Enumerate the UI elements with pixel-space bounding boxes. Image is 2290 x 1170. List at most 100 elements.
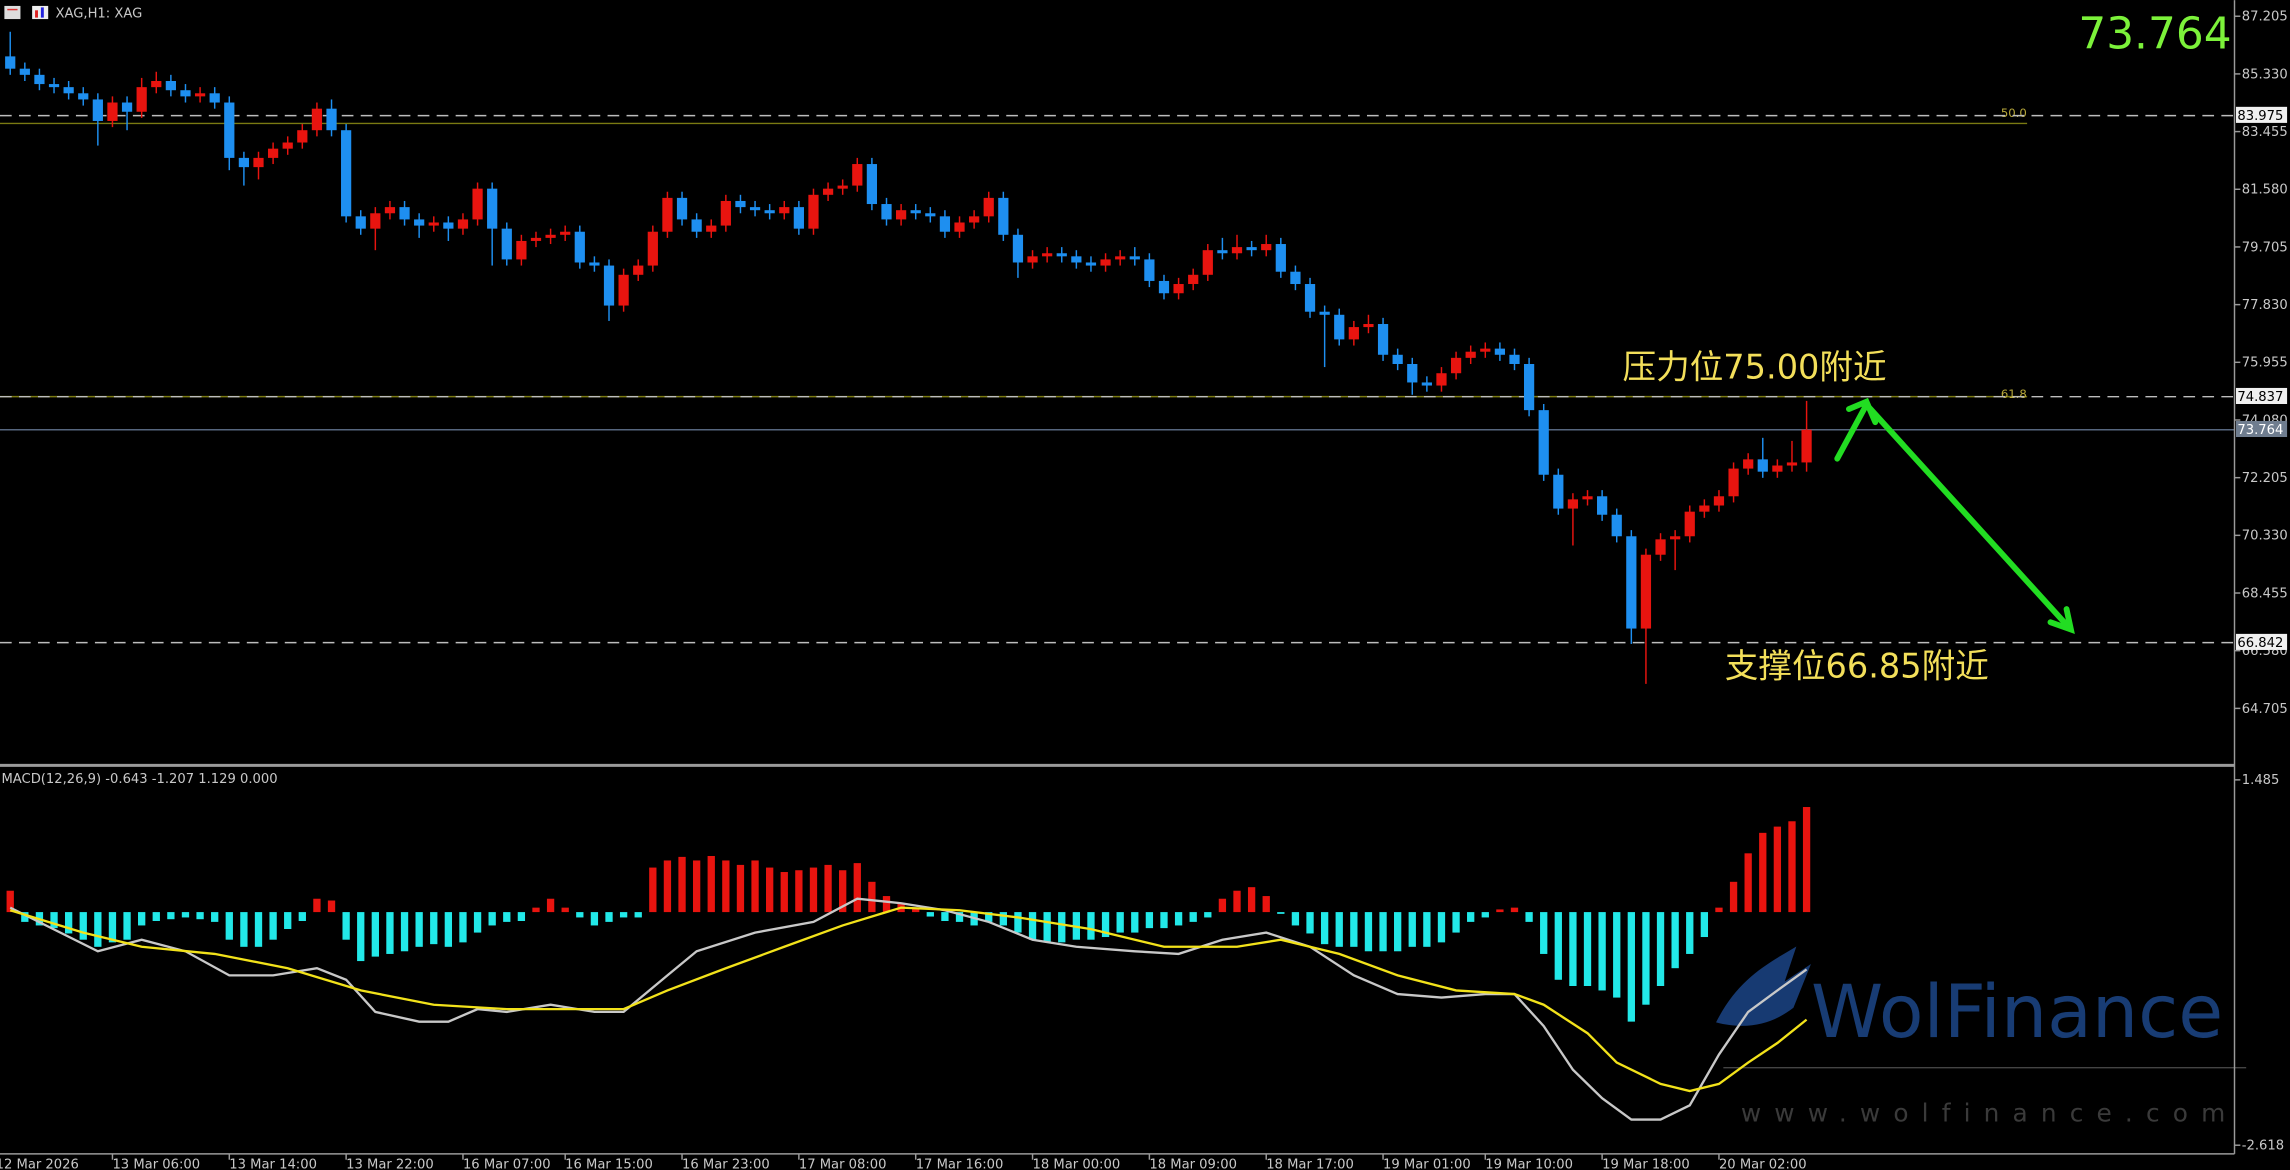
- histogram-bar: [809, 867, 818, 913]
- histogram-bar: [1379, 912, 1387, 952]
- histogram-bar: [211, 912, 219, 922]
- histogram-bar: [1627, 912, 1635, 1022]
- candle-body: [253, 157, 264, 168]
- x-tick-label: 16 Mar 15:00: [565, 1157, 653, 1170]
- x-tick-label: 19 Mar 01:00: [1383, 1157, 1471, 1170]
- candle-body: [910, 210, 921, 214]
- candle-body: [1158, 280, 1170, 294]
- histogram-bar: [751, 860, 759, 913]
- histogram-bar: [1058, 912, 1066, 943]
- candle-body: [1304, 284, 1316, 312]
- histogram-bar: [181, 912, 190, 918]
- histogram-bar: [167, 912, 175, 920]
- candle-body: [121, 102, 133, 112]
- histogram-bar: [1525, 912, 1533, 922]
- watermark-logo: [1716, 946, 1811, 1026]
- candle-body: [1407, 364, 1418, 383]
- histogram-bar: [1554, 912, 1562, 980]
- candle-body: [414, 219, 425, 226]
- candle-body: [1290, 271, 1301, 285]
- candle-body: [311, 108, 323, 131]
- candle-body: [1188, 274, 1199, 285]
- candle-body: [428, 222, 439, 226]
- y-tick-label: 87.205: [2242, 10, 2288, 25]
- candle-body: [472, 188, 483, 220]
- candle-body: [1377, 324, 1389, 355]
- plot-layer: [5, 31, 1812, 1121]
- histogram-bar: [1510, 907, 1519, 913]
- candle-body: [63, 87, 74, 94]
- histogram-bar: [1277, 912, 1285, 914]
- histogram-bar: [634, 912, 642, 918]
- histogram-bar: [795, 870, 803, 913]
- candle-body: [1713, 496, 1725, 506]
- candle-body: [341, 130, 352, 217]
- histogram-bar: [240, 912, 248, 947]
- candle-body: [1597, 496, 1608, 515]
- histogram-bar: [430, 912, 438, 945]
- histogram-bar: [736, 864, 745, 913]
- histogram-bar: [912, 907, 920, 913]
- candle-body: [355, 216, 366, 229]
- candle-body: [1582, 496, 1593, 500]
- histogram-bar: [1759, 832, 1767, 913]
- candle-body: [1421, 382, 1432, 386]
- x-tick-label: 20 Mar 02:00: [1719, 1157, 1807, 1170]
- histogram-bar: [546, 898, 555, 913]
- candle-body: [969, 216, 980, 223]
- histogram-bar: [576, 912, 584, 918]
- candle-body: [1699, 505, 1710, 512]
- y-tick-label: 83.455: [2242, 125, 2288, 140]
- histogram-bar: [1423, 912, 1431, 947]
- candle-body: [267, 148, 279, 158]
- candle-body: [852, 164, 863, 186]
- candle-body: [1786, 462, 1798, 466]
- level-box: [2235, 387, 2288, 405]
- x-tick-label: 18 Mar 09:00: [1149, 1157, 1237, 1170]
- candle-body: [1801, 429, 1812, 463]
- histogram-bar: [269, 912, 277, 940]
- histogram-bar: [254, 912, 263, 947]
- histogram-bar: [824, 864, 832, 913]
- candle-body: [1626, 536, 1637, 629]
- candle-body: [1173, 284, 1184, 294]
- histogram-bar: [138, 912, 146, 926]
- histogram-bar: [1394, 912, 1402, 952]
- histogram-bar: [1408, 912, 1416, 947]
- histogram-bar: [1452, 912, 1460, 933]
- histogram-bar: [1262, 896, 1270, 913]
- candle-body: [194, 93, 206, 97]
- support-note: 支撑位66.85附近: [1725, 647, 1989, 686]
- x-tick-label: 12 Mar 2026: [0, 1157, 79, 1170]
- levels-layer: 50.0 61.8: [0, 106, 2235, 644]
- histogram-bar: [1043, 912, 1051, 943]
- candle-body: [1056, 253, 1067, 257]
- candle-body: [837, 185, 848, 189]
- candle-body: [92, 99, 103, 121]
- histogram-bar: [1496, 909, 1504, 913]
- histogram-bar: [517, 912, 526, 921]
- menu-icon: [4, 5, 21, 20]
- histogram-bar: [1350, 912, 1358, 947]
- last-price-label: 73.764: [2237, 423, 2283, 438]
- histogram-bar: [1160, 912, 1168, 929]
- histogram-bar: [225, 912, 233, 940]
- candle-body: [1261, 244, 1272, 251]
- candle-body: [691, 219, 702, 232]
- level-label: 83.975: [2237, 109, 2283, 124]
- candle-body: [647, 231, 658, 266]
- candle-body: [1363, 324, 1374, 328]
- candle-body: [1553, 474, 1564, 509]
- last-price-big: 73.764: [2078, 8, 2231, 59]
- y-tick-label: -2.618: [2242, 1139, 2284, 1154]
- candle-body: [720, 200, 731, 226]
- candle-body: [866, 164, 878, 205]
- x-tick-label: 19 Mar 10:00: [1485, 1157, 1573, 1170]
- histogram-bar: [1320, 912, 1329, 945]
- histogram-bar: [1189, 912, 1197, 922]
- histogram-bar: [123, 912, 131, 940]
- histogram-bar: [1437, 912, 1446, 943]
- histogram-bar: [1014, 912, 1022, 933]
- candle-body: [603, 265, 615, 306]
